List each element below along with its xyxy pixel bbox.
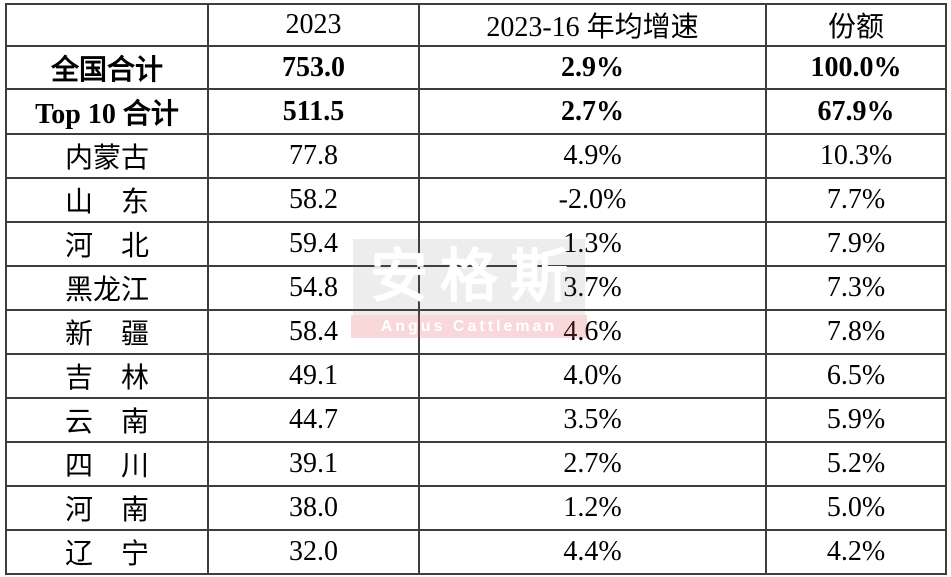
table-row-hebei: 河 北 59.4 1.3% 7.9% (5, 221, 947, 267)
region-name-cell: 内蒙古 (5, 133, 209, 179)
region-name-cell: 山 东 (5, 177, 209, 223)
region-name-cell: 河 南 (5, 485, 209, 531)
value-2023-cell: 49.1 (207, 353, 420, 399)
region-name-cell: 全国合计 (5, 45, 209, 90)
header-growth-cell: 2023-16 年均增速 (418, 3, 767, 47)
region-name-cell: 河 北 (5, 221, 209, 267)
share-cell: 10.3% (765, 133, 947, 179)
growth-cell: 4.4% (418, 529, 767, 575)
table-row-henan: 河 南 38.0 1.2% 5.0% (5, 485, 947, 531)
share-cell: 7.8% (765, 309, 947, 355)
value-2023-cell: 38.0 (207, 485, 420, 531)
table-row-jilin: 吉 林 49.1 4.0% 6.5% (5, 353, 947, 399)
table-row-shandong: 山 东 58.2 -2.0% 7.7% (5, 177, 947, 223)
provinces-data-table: 2023 2023-16 年均增速 份额 全国合计 753.0 2.9% 100… (5, 3, 947, 575)
share-cell: 5.0% (765, 485, 947, 531)
growth-cell: 1.3% (418, 221, 767, 267)
growth-cell: 2.9% (418, 45, 767, 90)
share-cell: 5.2% (765, 441, 947, 487)
region-name-cell: 新 疆 (5, 309, 209, 355)
share-cell: 7.7% (765, 177, 947, 223)
share-cell: 7.9% (765, 221, 947, 267)
growth-cell: 3.7% (418, 265, 767, 311)
value-2023-cell: 58.4 (207, 309, 420, 355)
growth-cell: 4.9% (418, 133, 767, 179)
value-2023-cell: 39.1 (207, 441, 420, 487)
growth-cell: 3.5% (418, 397, 767, 443)
region-name-cell: 云 南 (5, 397, 209, 443)
growth-cell: 2.7% (418, 441, 767, 487)
share-cell: 7.3% (765, 265, 947, 311)
growth-cell: 4.0% (418, 353, 767, 399)
share-cell: 5.9% (765, 397, 947, 443)
value-2023-cell: 77.8 (207, 133, 420, 179)
region-name-cell: 四 川 (5, 441, 209, 487)
table-row-xinjiang: 新 疆 58.4 4.6% 7.8% (5, 309, 947, 355)
table-row-yunnan: 云 南 44.7 3.5% 5.9% (5, 397, 947, 443)
table-row-liaoning: 辽 宁 32.0 4.4% 4.2% (5, 529, 947, 575)
growth-cell: 2.7% (418, 88, 767, 135)
value-2023-cell: 59.4 (207, 221, 420, 267)
header-2023-cell: 2023 (207, 3, 420, 47)
region-name-cell: 吉 林 (5, 353, 209, 399)
value-2023-cell: 44.7 (207, 397, 420, 443)
share-cell: 100.0% (765, 45, 947, 90)
value-2023-cell: 58.2 (207, 177, 420, 223)
table-header-row: 2023 2023-16 年均增速 份额 (5, 3, 947, 47)
share-cell: 67.9% (765, 88, 947, 135)
table-row-sichuan: 四 川 39.1 2.7% 5.2% (5, 441, 947, 487)
table-row-top10-total: Top 10 合计 511.5 2.7% 67.9% (5, 88, 947, 135)
table-row-neimenggu: 内蒙古 77.8 4.9% 10.3% (5, 133, 947, 179)
growth-cell: 1.2% (418, 485, 767, 531)
value-2023-cell: 753.0 (207, 45, 420, 90)
share-cell: 6.5% (765, 353, 947, 399)
region-name-cell: 黑龙江 (5, 265, 209, 311)
growth-cell: -2.0% (418, 177, 767, 223)
header-region-cell (5, 3, 209, 47)
value-2023-cell: 511.5 (207, 88, 420, 135)
region-name-cell: 辽 宁 (5, 529, 209, 575)
share-cell: 4.2% (765, 529, 947, 575)
growth-cell: 4.6% (418, 309, 767, 355)
table-row-heilongjiang: 黑龙江 54.8 3.7% 7.3% (5, 265, 947, 311)
region-name-cell: Top 10 合计 (5, 88, 209, 135)
value-2023-cell: 54.8 (207, 265, 420, 311)
value-2023-cell: 32.0 (207, 529, 420, 575)
table-row-national-total: 全国合计 753.0 2.9% 100.0% (5, 45, 947, 90)
header-share-cell: 份额 (765, 3, 947, 47)
